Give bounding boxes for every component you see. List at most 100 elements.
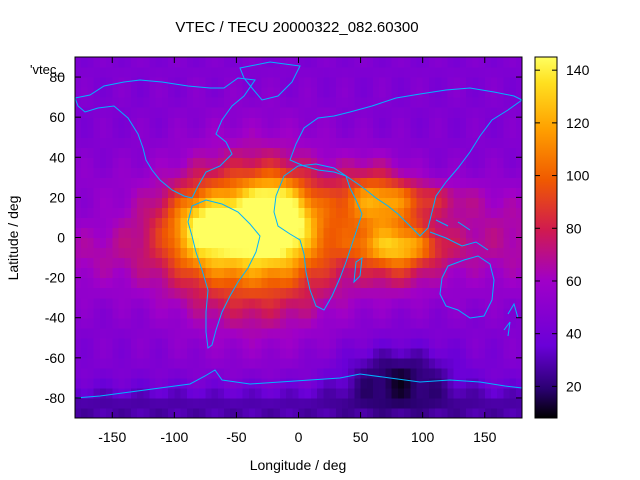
heatmap-cell xyxy=(292,97,300,108)
heatmap-cell xyxy=(391,347,399,359)
heatmap-cell xyxy=(118,267,126,279)
heatmap-cell xyxy=(317,97,324,108)
heatmap-cell xyxy=(472,197,480,209)
heatmap-cell xyxy=(466,347,473,359)
heatmap-cell xyxy=(261,307,269,319)
colorbar-tick-label: 80 xyxy=(566,220,582,236)
heatmap-cell xyxy=(261,387,269,399)
heatmap-cell xyxy=(447,307,455,319)
heatmap-cell xyxy=(385,87,393,98)
heatmap-cell xyxy=(310,167,318,178)
heatmap-cell xyxy=(273,267,281,279)
heatmap-cell xyxy=(341,197,349,209)
heatmap-cell xyxy=(360,397,368,409)
heatmap-cell xyxy=(478,207,486,219)
heatmap-cell xyxy=(360,207,368,219)
heatmap-cell xyxy=(155,157,163,168)
heatmap-cell xyxy=(273,87,281,98)
heatmap-cell xyxy=(447,407,455,419)
heatmap-cell xyxy=(509,337,517,349)
heatmap-cell xyxy=(484,217,492,229)
heatmap-cell xyxy=(279,87,287,98)
heatmap-cell xyxy=(472,207,480,219)
heatmap-cell xyxy=(385,407,393,419)
heatmap-cell xyxy=(416,367,424,379)
heatmap-cell xyxy=(149,227,157,239)
heatmap-cell xyxy=(410,317,418,329)
heatmap-cell xyxy=(416,57,424,68)
heatmap-cell xyxy=(217,227,225,239)
heatmap-cell xyxy=(267,177,275,188)
heatmap-cell xyxy=(360,387,368,399)
heatmap-cell xyxy=(478,167,486,178)
heatmap-cell xyxy=(137,277,144,289)
heatmap-cell xyxy=(75,217,82,229)
heatmap-cell xyxy=(230,177,238,188)
heatmap-cell xyxy=(385,67,393,78)
heatmap-cell xyxy=(335,287,343,299)
heatmap-cell xyxy=(317,387,324,399)
heatmap-cell xyxy=(93,67,101,78)
heatmap-cell xyxy=(379,187,387,198)
heatmap-cell xyxy=(106,327,113,339)
heatmap-cell xyxy=(180,147,188,158)
heatmap-cell xyxy=(255,367,262,379)
heatmap-cell xyxy=(81,297,89,309)
heatmap-cell xyxy=(75,397,82,409)
heatmap-cell xyxy=(323,207,331,219)
heatmap-cell xyxy=(441,77,449,88)
heatmap-cell xyxy=(230,357,238,369)
heatmap-cell xyxy=(397,397,405,409)
heatmap-cell xyxy=(87,387,95,399)
heatmap-cell xyxy=(205,317,213,329)
heatmap-cell xyxy=(428,237,436,249)
heatmap-cell xyxy=(335,407,343,419)
heatmap-cell xyxy=(230,67,238,78)
heatmap-cell xyxy=(75,147,82,158)
heatmap-cell xyxy=(416,307,424,319)
heatmap-cell xyxy=(447,177,455,188)
heatmap-cell xyxy=(279,407,287,419)
heatmap-cell xyxy=(143,287,151,299)
coastline-madagascar xyxy=(353,256,363,284)
heatmap-cell xyxy=(490,277,498,289)
heatmap-cell xyxy=(292,57,300,68)
heatmap-cell xyxy=(459,107,467,118)
heatmap-cell xyxy=(261,67,269,78)
heatmap-cell xyxy=(279,77,287,88)
heatmap-cell xyxy=(466,237,473,249)
heatmap-cell xyxy=(149,287,157,299)
heatmap-cell xyxy=(155,177,163,188)
heatmap-cell xyxy=(75,67,82,78)
heatmap-cell xyxy=(217,87,225,98)
heatmap-cell xyxy=(435,337,442,349)
heatmap-cell xyxy=(224,357,231,369)
heatmap-cell xyxy=(373,337,380,349)
heatmap-cell xyxy=(261,247,269,259)
heatmap-cell xyxy=(466,177,473,188)
heatmap-cell xyxy=(106,207,113,219)
colorbar-tick-label: 40 xyxy=(566,326,582,342)
heatmap-cell xyxy=(199,397,206,409)
heatmap-cell xyxy=(298,317,306,329)
heatmap-cell xyxy=(304,237,312,249)
heatmap-cell xyxy=(255,127,262,138)
heatmap-cell xyxy=(267,397,275,409)
heatmap-cell xyxy=(391,167,399,178)
heatmap-cell xyxy=(118,97,126,108)
heatmap-cell xyxy=(255,87,262,98)
heatmap-cell xyxy=(391,327,399,339)
heatmap-cell xyxy=(242,257,250,269)
heatmap-cell xyxy=(87,107,95,118)
heatmap-cell xyxy=(87,407,95,419)
heatmap-cell xyxy=(106,127,113,138)
heatmap-cell xyxy=(435,267,442,279)
heatmap-cell xyxy=(366,157,374,168)
heatmap-cell xyxy=(99,207,107,219)
heatmap-cell xyxy=(255,217,262,229)
heatmap-cell xyxy=(124,287,132,299)
heatmap-cell xyxy=(93,57,101,68)
heatmap-cell xyxy=(497,97,504,108)
heatmap-cell xyxy=(161,87,169,98)
heatmap-cell xyxy=(360,357,368,369)
